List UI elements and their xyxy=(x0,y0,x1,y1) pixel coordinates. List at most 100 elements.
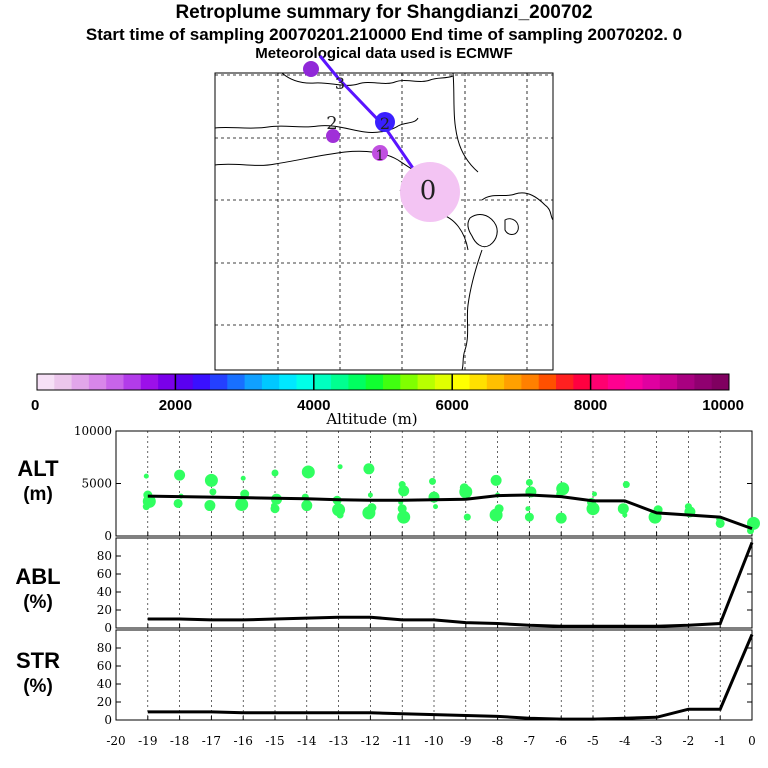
x-tick-label: -6 xyxy=(555,734,567,748)
coastline-south xyxy=(461,249,483,371)
cluster-point xyxy=(429,477,436,485)
y-tick-label: 10000 xyxy=(74,424,112,438)
cluster-point xyxy=(489,508,503,522)
y-tick-label: 80 xyxy=(97,549,112,563)
cluster-marker xyxy=(372,145,388,161)
x-tick-label: -3 xyxy=(651,734,663,748)
colorbar-swatch xyxy=(607,374,626,390)
cluster-point xyxy=(592,491,597,497)
x-tick-label: -19 xyxy=(138,734,157,748)
colorbar-swatch xyxy=(625,374,643,390)
trajectory-markers: 0 1 2 2 3 xyxy=(303,61,460,222)
colorbar-swatch xyxy=(54,374,73,390)
cluster-point xyxy=(204,473,218,487)
x-tick-label: -20 xyxy=(106,734,125,748)
cluster-point xyxy=(301,465,315,479)
coastline-southeast xyxy=(481,192,554,221)
colorbar-tick-label: 0 xyxy=(31,397,39,414)
y-tick-label: 20 xyxy=(97,603,112,617)
x-tick-label: 0 xyxy=(748,734,756,748)
colorbar-swatch xyxy=(175,374,194,390)
altitude-colorbar: 0 2000 4000 6000 8000 10000 xyxy=(31,373,744,414)
y-tick-label: 5000 xyxy=(81,477,112,491)
trajectory-track xyxy=(318,55,430,191)
colorbar-swatch xyxy=(521,374,540,390)
colorbar-label: Altitude (m) xyxy=(325,410,417,428)
panel-ylabel: STR xyxy=(16,648,60,673)
x-tick-label: -9 xyxy=(460,734,472,748)
x-tick-label: -8 xyxy=(492,734,504,748)
coastline-sea-north xyxy=(214,117,419,133)
x-tick-label: -14 xyxy=(297,734,317,748)
x-tick-label: -17 xyxy=(202,734,221,748)
plume-release-area xyxy=(400,162,460,222)
trajectory-line xyxy=(318,55,430,191)
colorbar-tick-label: 2000 xyxy=(159,397,192,414)
cluster-point xyxy=(270,504,280,514)
cluster-marker xyxy=(326,129,340,143)
map-gridlines xyxy=(215,73,553,370)
cluster-point xyxy=(459,485,473,499)
panel-yunit: (m) xyxy=(23,484,53,505)
colorbar-swatch xyxy=(694,374,713,390)
y-tick-label: 0 xyxy=(104,621,112,635)
x-tick-label: -18 xyxy=(170,734,189,748)
cluster-point xyxy=(363,463,375,475)
cluster-point xyxy=(525,506,531,512)
colorbar-swatch xyxy=(417,374,436,390)
colorbar-swatch xyxy=(227,374,246,390)
cluster-point xyxy=(143,473,149,479)
coastline-peninsula xyxy=(467,214,498,248)
x-tick-label: -10 xyxy=(424,734,443,748)
abl-panel: 0 20 40 60 80 ABL (%) xyxy=(15,537,754,635)
colorbar-swatch xyxy=(106,374,124,390)
colorbar-swatch xyxy=(711,374,730,390)
cluster-point xyxy=(142,503,150,511)
coastline-isle xyxy=(504,218,519,235)
track-day-label: 1 xyxy=(376,148,385,164)
colorbar-swatch xyxy=(261,374,280,390)
cluster-point xyxy=(398,485,410,497)
track-day-label: 2 xyxy=(380,114,390,133)
x-tick-label: -7 xyxy=(524,734,536,748)
cluster-point xyxy=(622,481,630,489)
colorbar-swatch xyxy=(37,374,55,390)
x-tick-label: -5 xyxy=(587,734,599,748)
cluster-point xyxy=(586,502,600,516)
colorbar-swatch xyxy=(210,374,228,390)
y-tick-label: 60 xyxy=(97,659,112,673)
cluster-point xyxy=(555,512,567,524)
colorbar-swatch xyxy=(88,374,107,390)
colorbar-swatch xyxy=(348,374,367,390)
colorbar-swatch xyxy=(486,374,505,390)
x-tick-label: -16 xyxy=(234,734,253,748)
cluster-point xyxy=(433,504,438,510)
cluster-point xyxy=(397,510,411,524)
coastline-east xyxy=(452,72,479,173)
cluster-point xyxy=(622,512,628,518)
y-tick-label: 0 xyxy=(104,713,112,727)
colorbar-swatch xyxy=(538,374,557,390)
cluster-point xyxy=(235,498,249,511)
x-tick-label: -13 xyxy=(329,734,348,748)
colorbar-swatch xyxy=(365,374,384,390)
cluster-point xyxy=(173,498,183,508)
colorbar-swatch xyxy=(434,374,453,390)
colorbar-swatch xyxy=(573,374,592,390)
colorbar-swatch xyxy=(452,374,470,390)
cluster-point xyxy=(204,500,216,512)
alt-panel: 0 5000 10000 ALT (m) xyxy=(17,424,760,543)
cluster-point xyxy=(174,469,186,481)
cluster-point xyxy=(337,464,343,470)
y-tick-label: 0 xyxy=(104,529,112,543)
colorbar-swatch xyxy=(642,374,661,390)
colorbar-frame xyxy=(36,373,730,391)
cluster-point xyxy=(463,513,471,521)
colorbar-tick-label: 10000 xyxy=(702,397,744,414)
panel-yunit: (%) xyxy=(23,676,53,697)
track-day-label: 0 xyxy=(420,176,437,206)
colorbar-swatch xyxy=(331,374,349,390)
colorbar-swatch xyxy=(400,374,419,390)
